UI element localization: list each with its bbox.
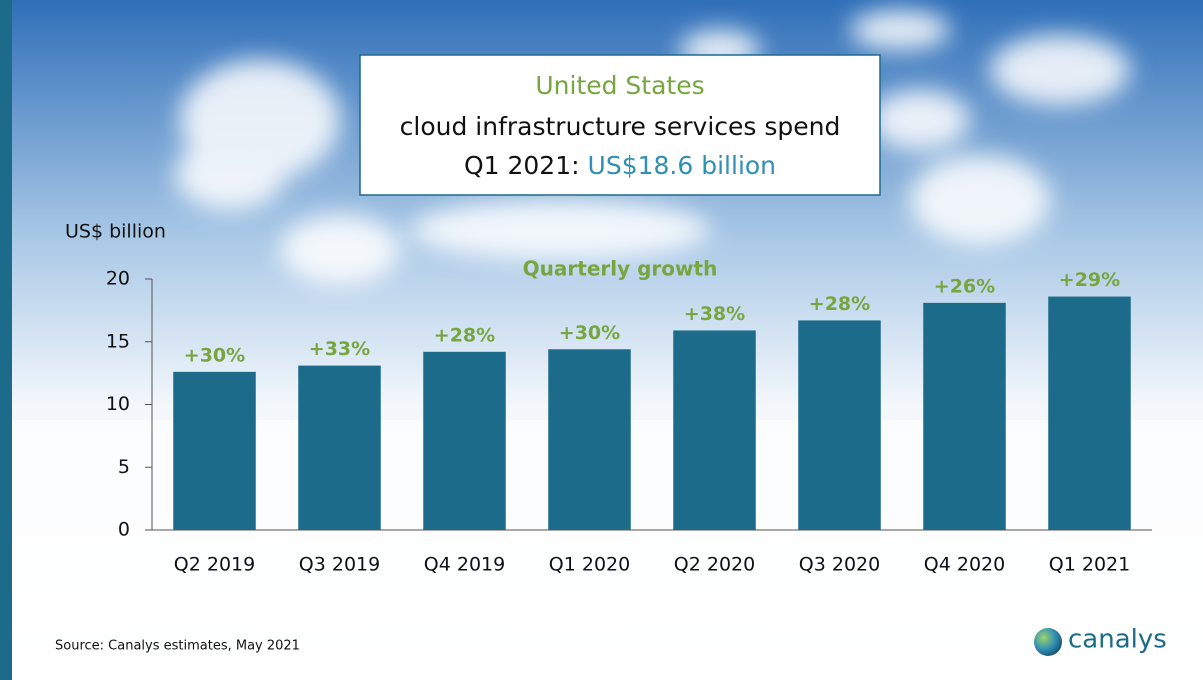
bar <box>923 302 1006 530</box>
growth-label: +26% <box>934 275 995 297</box>
y-tick-label: 0 <box>118 519 130 541</box>
title-box <box>359 54 881 196</box>
x-tick-label: Q4 2020 <box>924 554 1005 576</box>
source: Source: Canalys estimates, May 2021 <box>55 639 300 654</box>
growth-label: +30% <box>559 322 620 344</box>
bar <box>423 351 506 530</box>
y-tick-label: 5 <box>118 456 130 478</box>
clouds <box>175 10 1130 285</box>
y-tick-label: 10 <box>106 393 130 415</box>
bar <box>173 371 256 530</box>
title-region: United States <box>535 71 704 100</box>
x-tick-label: Q4 2019 <box>424 554 505 576</box>
side-strip <box>0 0 12 680</box>
growth-label: +30% <box>184 344 245 366</box>
growth-label: +29% <box>1059 269 1120 291</box>
bar <box>298 365 381 530</box>
title-line: cloud infrastructure services spend <box>400 112 841 141</box>
x-tick-label: Q2 2020 <box>674 554 755 576</box>
y-tick-label: 15 <box>106 330 130 352</box>
x-tick-label: Q1 2020 <box>549 554 630 576</box>
y-axis-label: US$ billion <box>65 221 166 243</box>
logo: canalys <box>1068 625 1167 655</box>
logo-globe <box>1034 628 1062 656</box>
title-highlight: US$18.6 billion <box>588 151 776 180</box>
bar <box>798 320 881 530</box>
x-tick-label: Q3 2019 <box>299 554 380 576</box>
bar <box>1048 296 1131 530</box>
growth-label: +33% <box>309 338 370 360</box>
growth-label: +28% <box>434 324 495 346</box>
bar <box>673 330 756 530</box>
bar <box>548 349 631 530</box>
growth-label: +38% <box>684 303 745 325</box>
growth-label: +28% <box>809 293 870 315</box>
x-tick-label: Q2 2019 <box>174 554 255 576</box>
title-date: Q1 2021: <box>464 151 580 180</box>
growth-title: Quarterly growth <box>523 257 718 281</box>
x-tick-label: Q1 2021 <box>1049 554 1130 576</box>
x-tick-label: Q3 2020 <box>799 554 880 576</box>
y-tick-label: 20 <box>106 268 130 290</box>
